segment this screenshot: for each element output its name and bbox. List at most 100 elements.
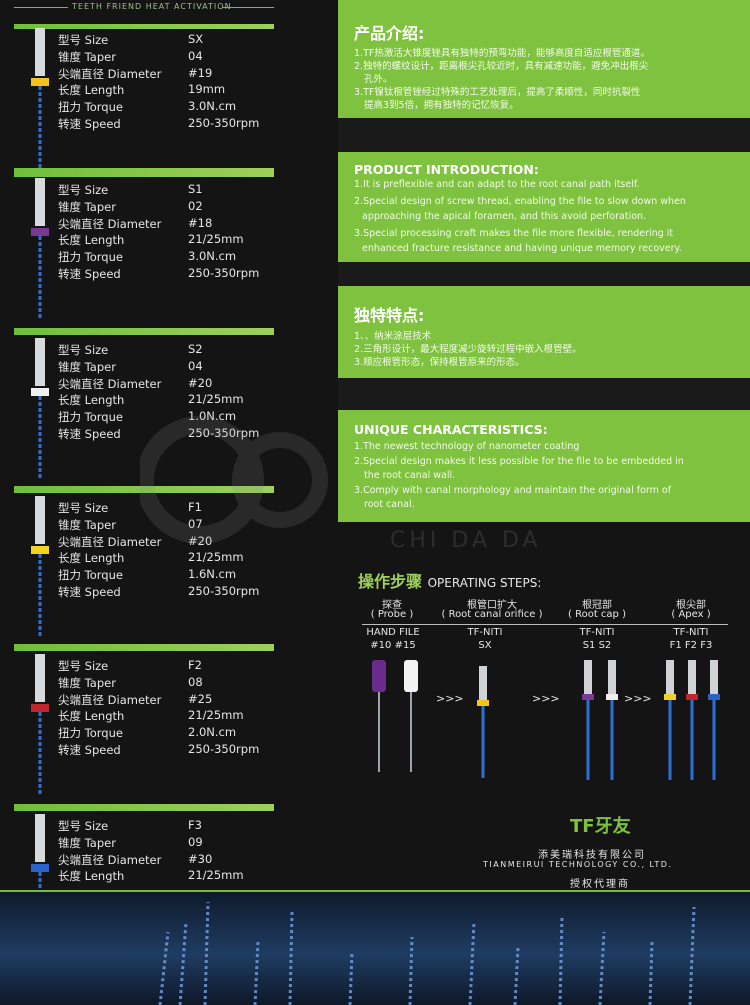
- unique-cn-title: 独特特点:: [354, 306, 425, 325]
- brand-logo: TF牙友: [570, 816, 631, 837]
- spec-value-taper: 07: [188, 516, 203, 531]
- niti-file-icon: [31, 814, 49, 890]
- niti-file-icon: [31, 654, 49, 794]
- divider-band: [338, 262, 750, 286]
- company-name-en: TIANMEIRUI TECHNOLOGY CO., LTD.: [483, 860, 673, 869]
- spec-label-diameter: 尖端直径 Diameter: [58, 216, 162, 231]
- spec-label-taper: 锥度 Taper: [58, 517, 116, 532]
- top-banner: TEETH FRIEND HEAT ACTIVATION: [0, 0, 300, 18]
- niti-file-f1-icon: [664, 660, 676, 780]
- spec-value-speed: 250-350rpm: [188, 426, 260, 440]
- niti-file-icon: [31, 28, 49, 168]
- spec-value-torque: 1.6N.cm: [188, 567, 237, 582]
- watermark-text: CHI DA DA: [390, 528, 542, 553]
- watermark-logo-icon: [136, 416, 328, 544]
- step-arrow-icon: >>>: [436, 692, 464, 705]
- spec-block: 型号 Size F3 锥度 Taper 09 尖端直径 Diameter #30 长度 Le…: [0, 804, 300, 968]
- spec-block: 型号 Size F2 锥度 Taper 08 尖端直径 Diameter #25 长度 Le…: [0, 644, 300, 811]
- spec-label-torque: 扭力 Torque: [58, 250, 123, 265]
- step-tool-rootcap: TF-NITI: [579, 627, 615, 638]
- spec-label-size: 型号 Size: [58, 819, 109, 833]
- step-head-orifice-en: ( Root canal orifice ): [441, 609, 543, 620]
- unique-en-line: 1.The newest technology of nanometer coa…: [354, 441, 580, 452]
- product-intro-en-title: PRODUCT INTRODUCTION:: [354, 162, 539, 177]
- banner-text: TEETH FRIEND HEAT ACTIVATION: [72, 2, 232, 11]
- spec-value-length: 21/25mm: [188, 708, 244, 723]
- watermark: CHI DA DA: [136, 400, 660, 570]
- spec-value-speed: 250-350rpm: [188, 266, 260, 280]
- unique-cn-panel: 独特特点: 1、、纳米涂层技术 2.三角形设计，最大程度减少旋转过程中嵌入根管壁…: [338, 286, 750, 378]
- intro-en-line: 2.Special design of screw thread, enabli…: [354, 196, 686, 207]
- section-divider: [14, 804, 274, 809]
- spec-label-length: 长度 Length: [58, 869, 125, 884]
- divider-band: [338, 118, 750, 152]
- file-spec-column: TEETH FRIEND HEAT ACTIVATION 型号 Size SX 锥度…: [0, 0, 300, 890]
- unique-cn-line: 2.三角形设计，最大程度减少旋转过程中嵌入根管壁。: [354, 344, 582, 355]
- step-tool-probe: HAND FILE: [366, 627, 420, 638]
- niti-file-icon: [31, 178, 49, 318]
- file-photo-image: [158, 901, 696, 1005]
- spec-label-diameter: 尖端直径 Diameter: [58, 852, 162, 867]
- spec-label-size: 型号 Size: [58, 33, 109, 47]
- step-head-probe: 探查: [382, 600, 402, 611]
- step-head-rootcap: 根冠部: [582, 600, 612, 611]
- banner-line-right: [222, 7, 274, 8]
- steps-title: 操作步骤 OPERATING STEPS:: [358, 568, 541, 592]
- spec-value-size: S2: [188, 342, 203, 356]
- intro-cn-line: 孔外。: [364, 74, 393, 85]
- spec-label-diameter: 尖端直径 Diameter: [58, 66, 162, 81]
- spec-block: 型号 Size S1 锥度 Taper 02 尖端直径 Diameter #18 长度 Le…: [0, 168, 300, 335]
- product-intro-en-panel: PRODUCT INTRODUCTION: 1.It is preflexibl…: [338, 152, 750, 262]
- bottom-photo: [0, 890, 750, 1005]
- step-head-probe-en: ( Probe ): [370, 609, 414, 620]
- intro-en-line: 3.Special processing craft makes the fil…: [354, 228, 674, 239]
- step-tool-apex: TF-NITI: [673, 627, 709, 638]
- spec-label-diameter: 尖端直径 Diameter: [58, 692, 162, 707]
- unique-cn-line: 3.顺应根管形态，保持根管原来的形态。: [354, 357, 525, 368]
- spec-value-length: 21/25mm: [188, 232, 244, 247]
- section-divider: [14, 172, 274, 177]
- step-head-rootcap-en: ( Root cap ): [568, 609, 626, 620]
- intro-en-line: enhanced fracture resistance and having …: [362, 243, 682, 254]
- hand-file-10-icon: [372, 660, 386, 772]
- spec-label-speed: 转速 Speed: [58, 743, 121, 757]
- step-sizes-rootcap: S1 S2: [582, 640, 612, 651]
- authorized-agent: 授权代理商: [570, 879, 630, 890]
- spec-label-size: 型号 Size: [58, 659, 109, 673]
- company-name-cn: 添美瑞科技有限公司: [538, 850, 646, 861]
- section-divider: [14, 644, 274, 649]
- spec-label-torque: 扭力 Torque: [58, 100, 123, 115]
- spec-value-taper: 04: [188, 48, 203, 63]
- section-divider: [14, 24, 274, 29]
- spec-value-taper: 08: [188, 674, 203, 689]
- spec-label-torque: 扭力 Torque: [58, 726, 123, 741]
- spec-value-speed: 250-350rpm: [188, 584, 260, 598]
- divider-band: [338, 378, 750, 410]
- spec-label-size: 型号 Size: [58, 501, 109, 515]
- spec-value-size: F2: [188, 658, 202, 672]
- section-divider: [14, 486, 274, 491]
- spec-value-taper: 09: [188, 834, 203, 849]
- spec-label-taper: 锥度 Taper: [58, 49, 116, 64]
- unique-en-line: the root canal wall.: [364, 470, 456, 481]
- spec-value-length: 21/25mm: [188, 550, 244, 565]
- step-head-orifice: 根管口扩大: [467, 600, 517, 611]
- spec-label-size: 型号 Size: [58, 183, 109, 197]
- spec-value-length: 21/25mm: [188, 392, 244, 407]
- spec-label-length: 长度 Length: [58, 393, 125, 408]
- section-divider: [14, 328, 274, 333]
- step-tool-orifice: TF-NITI: [467, 627, 503, 638]
- intro-cn-line: 提高3到5倍，拥有独特的记忆恢复。: [364, 100, 519, 111]
- spec-value-speed: 250-350rpm: [188, 116, 260, 130]
- niti-file-f3-icon: [708, 660, 720, 780]
- product-intro-cn-title: 产品介绍:: [354, 24, 425, 43]
- step-arrow-icon: >>>: [532, 692, 560, 705]
- spec-label-diameter: 尖端直径 Diameter: [58, 376, 162, 391]
- steps-title-cn: 操作步骤: [358, 572, 423, 591]
- step-arrow-icon: >>>: [624, 692, 652, 705]
- unique-cn-line: 1、、纳米涂层技术: [354, 331, 432, 342]
- steps-divider: [362, 624, 728, 625]
- intro-cn-line: 3.TF镍钛根管锉经过特殊的工艺处理后，提高了柔顺性，同时抗裂性: [354, 87, 641, 98]
- spec-value-taper: 04: [188, 358, 203, 373]
